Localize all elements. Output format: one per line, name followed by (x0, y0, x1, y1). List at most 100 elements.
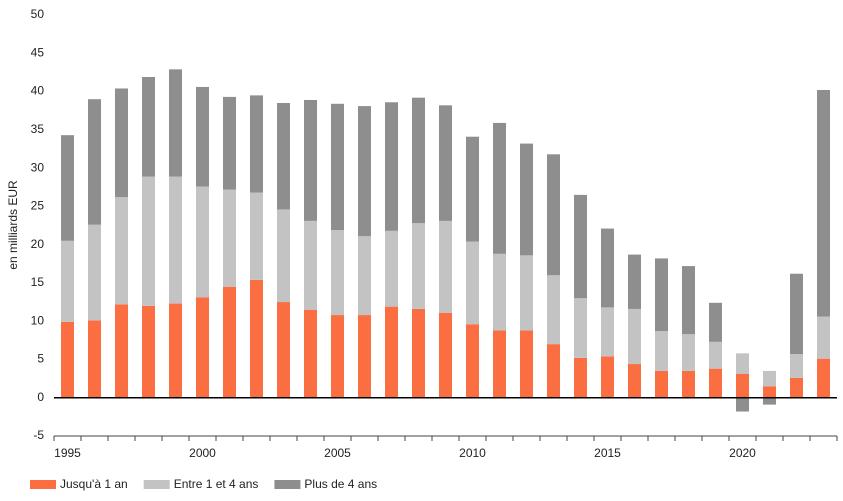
x-tick-label: 2015 (594, 446, 621, 460)
y-tick-label: 45 (31, 45, 45, 59)
bar-segment (817, 90, 830, 317)
bar-segment (358, 315, 371, 398)
bar-segment (88, 224, 101, 321)
bar-segment (682, 334, 695, 371)
y-tick-label: 25 (31, 199, 45, 213)
bar-segment (601, 228, 614, 308)
y-tick-label: 50 (31, 7, 45, 21)
bar-segment (385, 306, 398, 398)
bar-segment (250, 279, 263, 398)
bar-segment (331, 315, 344, 398)
y-tick-label: -5 (33, 428, 44, 442)
bar-segment (682, 370, 695, 398)
bar-segment (493, 253, 506, 331)
legend-label: Jusqu'à 1 an (60, 477, 128, 491)
bar-segment (736, 373, 749, 398)
x-tick-label: 2010 (459, 446, 486, 460)
y-tick-label: 10 (31, 313, 45, 327)
bar-segment (358, 236, 371, 316)
bar-segment (574, 194, 587, 299)
bar-segment (628, 254, 641, 309)
x-tick-label: 2005 (324, 446, 351, 460)
bar-segment (817, 316, 830, 359)
bar-segment (628, 308, 641, 365)
bar-segment (385, 230, 398, 307)
bar-segment (493, 330, 506, 398)
bar-segment (115, 304, 128, 398)
bar-segment (331, 230, 344, 316)
bar-segment (223, 189, 236, 287)
bar-segment (547, 344, 560, 398)
bar-segment (655, 331, 668, 371)
bar-segment (115, 88, 128, 198)
legend-swatch (30, 480, 56, 489)
y-tick-label: 0 (37, 390, 44, 404)
bar-segment (790, 273, 803, 355)
bar-segment (61, 321, 74, 398)
bar-segment (520, 255, 533, 331)
bar-segment (709, 302, 722, 342)
bar-segment (250, 192, 263, 280)
bar-segment (439, 312, 452, 398)
bar-segment (412, 308, 425, 398)
y-tick-label: 35 (31, 122, 45, 136)
bar-segment (790, 354, 803, 378)
bar-segment (763, 386, 776, 398)
x-tick-label: 2020 (729, 446, 756, 460)
bar-segment (196, 186, 209, 298)
legend-swatch (274, 480, 301, 489)
bar-segment (682, 266, 695, 335)
bar-segment (736, 353, 749, 374)
bar-segment (142, 305, 155, 398)
bar-segment (250, 95, 263, 193)
bar-segment (763, 397, 776, 405)
bar-segment (709, 368, 722, 398)
bar-segment (709, 341, 722, 369)
y-tick-label: 20 (31, 237, 45, 251)
bar-segment (736, 397, 749, 412)
bar-segment (655, 258, 668, 332)
bar-segment (169, 303, 182, 398)
bar-segment (304, 220, 317, 310)
y-tick-label: 30 (31, 160, 45, 174)
bar-segment (466, 241, 479, 325)
bar-segment (304, 99, 317, 221)
bar-segment (169, 176, 182, 304)
bar-segment (61, 240, 74, 322)
bar-segment (277, 209, 290, 303)
bar-segment (142, 77, 155, 177)
bar-segment (547, 154, 560, 276)
bar-segment (520, 330, 533, 398)
bar-segment (331, 103, 344, 231)
bar-segment (61, 135, 74, 241)
bar-segment (574, 357, 587, 398)
y-tick-label: 5 (37, 352, 44, 366)
bar-segment (277, 302, 290, 398)
bar-segment (655, 370, 668, 398)
bar-segment (385, 102, 398, 231)
bar-segment (196, 86, 209, 187)
bar-segment (412, 97, 425, 224)
x-tick-label: 2000 (189, 446, 216, 460)
bar-segment (439, 105, 452, 221)
bar-segment (439, 220, 452, 313)
legend-swatch (143, 480, 170, 489)
bar-segment (169, 69, 182, 177)
legend-label: Entre 1 et 4 ans (174, 477, 259, 491)
bar-segment (412, 223, 425, 309)
bar-segment (547, 275, 560, 345)
legend-label: Plus de 4 ans (304, 477, 377, 491)
bar-segment (304, 309, 317, 398)
bar-segment (223, 96, 236, 190)
bar-segment (817, 358, 830, 398)
bar-segment (142, 176, 155, 306)
bar-segment (466, 324, 479, 398)
bar-segment (88, 320, 101, 398)
bar-segment (628, 364, 641, 398)
bar-segment (601, 307, 614, 357)
bar-segment (520, 143, 533, 256)
y-axis-label: en milliards EUR (6, 180, 20, 270)
bar-segment (223, 286, 236, 398)
bar-segment (493, 122, 506, 254)
bar-segment (790, 377, 803, 398)
